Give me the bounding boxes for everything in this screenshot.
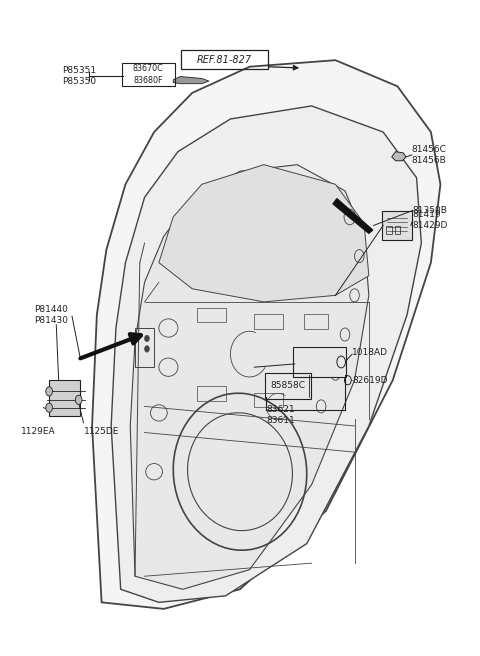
Text: 83670C
83680F: 83670C 83680F: [133, 64, 164, 85]
Text: 1125DE: 1125DE: [84, 426, 119, 436]
Polygon shape: [173, 77, 209, 84]
Text: P81440
P81430: P81440 P81430: [34, 305, 68, 325]
Text: 81419
81429D: 81419 81429D: [413, 210, 448, 230]
Bar: [386, 226, 392, 234]
Bar: [135, 328, 154, 367]
Polygon shape: [159, 165, 369, 302]
Text: REF.81-827: REF.81-827: [197, 54, 252, 64]
Text: 1129EA: 1129EA: [21, 426, 55, 436]
Text: 1018AD: 1018AD: [352, 348, 388, 358]
Bar: [197, 386, 226, 401]
Polygon shape: [92, 60, 441, 609]
Polygon shape: [111, 106, 421, 602]
Text: 83621
83611: 83621 83611: [266, 405, 295, 425]
Bar: [254, 393, 283, 407]
Circle shape: [46, 403, 52, 412]
Bar: [197, 308, 226, 322]
Circle shape: [144, 346, 149, 352]
Polygon shape: [333, 199, 372, 234]
Bar: [49, 380, 80, 416]
Bar: [304, 314, 328, 329]
Bar: [395, 226, 400, 234]
Text: 81456C
81456B: 81456C 81456B: [412, 145, 447, 165]
Circle shape: [75, 396, 82, 405]
Circle shape: [144, 335, 149, 342]
FancyBboxPatch shape: [293, 347, 347, 377]
Text: 82619D: 82619D: [352, 376, 388, 385]
FancyBboxPatch shape: [382, 211, 412, 240]
Polygon shape: [392, 152, 406, 161]
Text: P85351
P85350: P85351 P85350: [62, 66, 96, 86]
Polygon shape: [130, 165, 369, 589]
Text: 81350B: 81350B: [413, 206, 448, 215]
Bar: [254, 314, 283, 329]
Circle shape: [46, 387, 52, 396]
Text: 85858C: 85858C: [270, 381, 305, 390]
